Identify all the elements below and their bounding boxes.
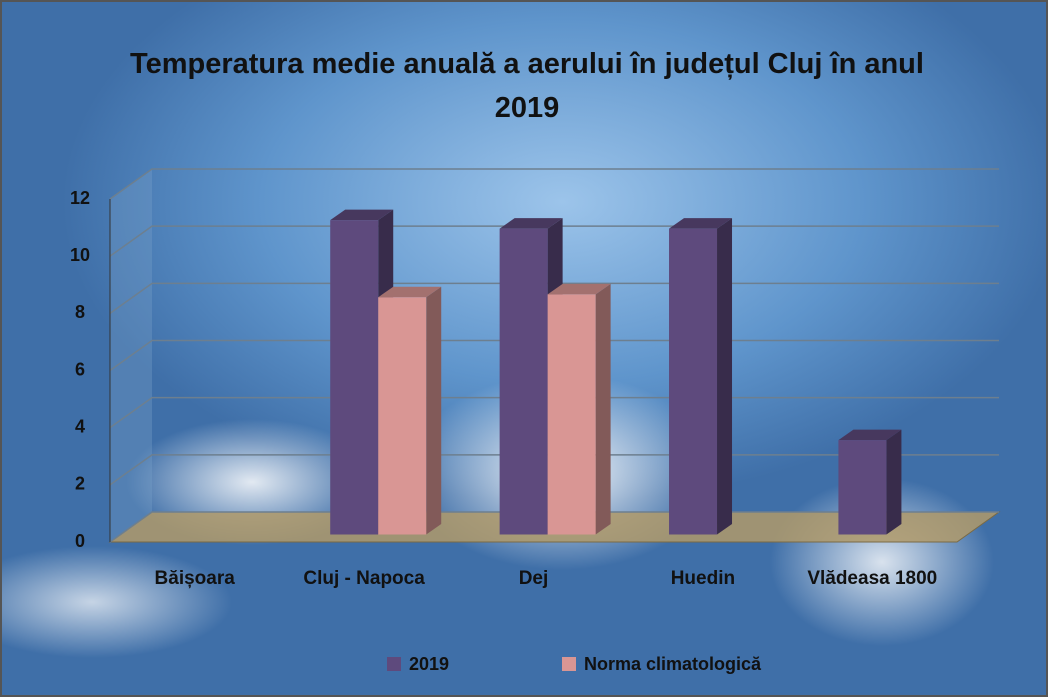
x-tick-label: Dej: [518, 568, 549, 589]
legend-label: 2019: [409, 654, 449, 674]
bar-side: [886, 429, 902, 535]
bar-front: [669, 228, 718, 535]
bar-front: [330, 220, 379, 535]
bar-side: [717, 218, 733, 535]
y-tick-label: 10: [70, 245, 90, 265]
y-tick-label: 4: [75, 416, 85, 436]
bar-top: [669, 218, 733, 229]
legend-swatch: [387, 657, 401, 671]
legend-label: Norma climatologică: [584, 654, 762, 674]
y-tick-label: 8: [75, 302, 85, 322]
x-tick-label: Huedin: [670, 568, 736, 589]
bar-side: [426, 286, 442, 535]
bar-top: [330, 209, 394, 221]
bar-top: [378, 286, 442, 298]
y-tick-label: 0: [75, 531, 85, 551]
bar-top: [838, 429, 902, 441]
y-tick-label: 2: [75, 474, 85, 494]
bar-front: [547, 294, 596, 535]
bar-front: [499, 228, 548, 535]
y-tick-label: 12: [70, 188, 90, 208]
bar-top: [547, 283, 611, 295]
x-tick-label: Cluj - Napoca: [303, 568, 425, 589]
bar-front: [838, 440, 887, 535]
legend-swatch: [562, 657, 576, 671]
x-tick-label: Vlădeasa 1800: [807, 568, 938, 589]
bar-side: [595, 283, 611, 535]
bar: [378, 286, 442, 535]
y-tick-label: 6: [75, 359, 85, 379]
chart-title: Temperatura medie anuală a aerului în ju…: [130, 48, 924, 124]
bar: [669, 218, 733, 535]
bar-front: [378, 297, 427, 535]
grid-line: [109, 168, 999, 200]
x-tick-label: Băișoara: [154, 568, 235, 589]
bar: [547, 283, 611, 535]
bar-top: [499, 218, 563, 229]
bar: [838, 429, 902, 535]
